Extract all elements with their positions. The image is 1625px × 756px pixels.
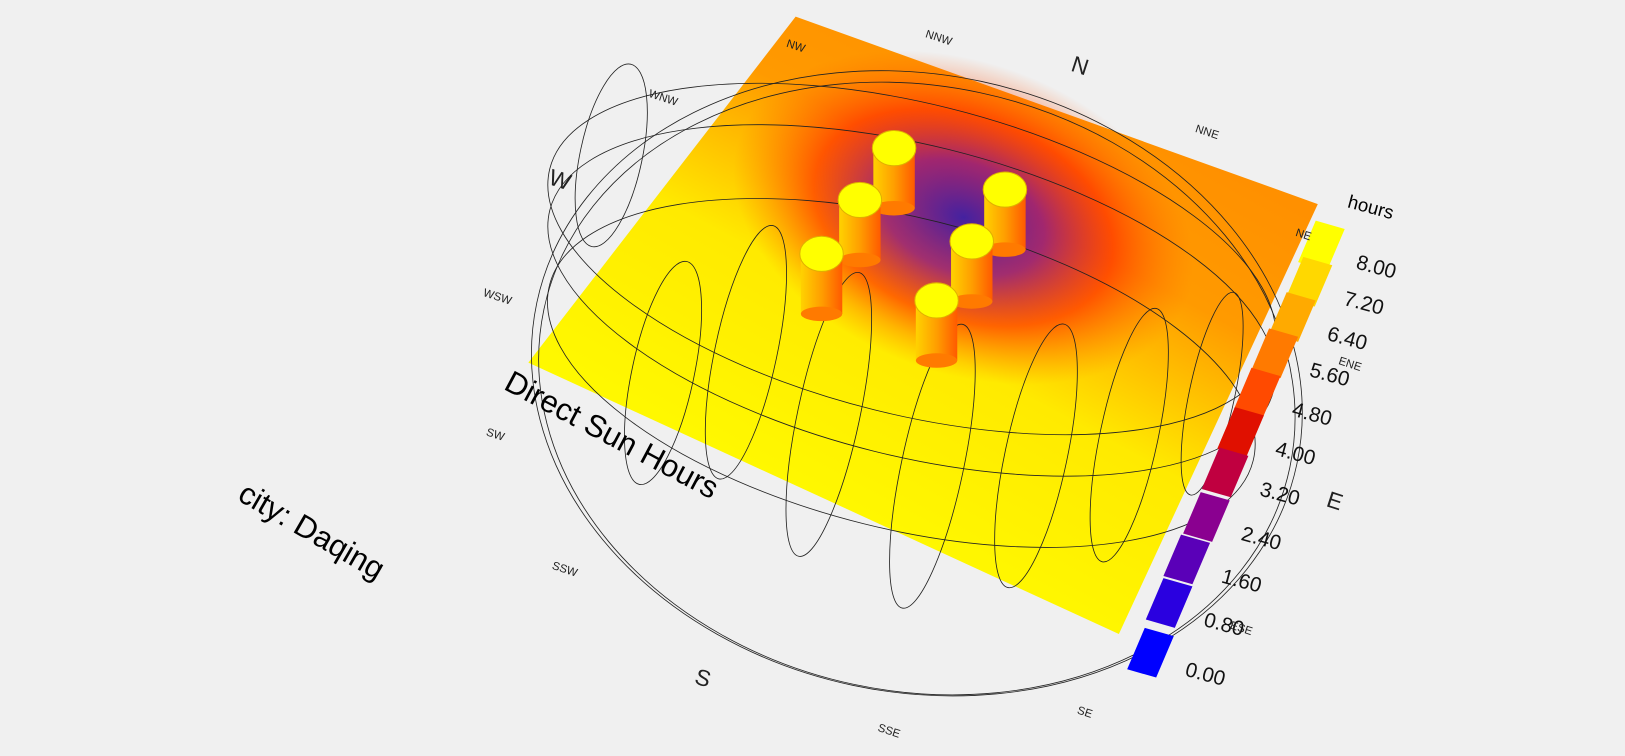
compass-label: NNE — [1194, 123, 1221, 142]
legend-label: 0.00 — [1183, 658, 1228, 691]
building-base — [873, 200, 915, 216]
building-top — [837, 181, 883, 219]
legend-label: 2.40 — [1239, 522, 1284, 555]
building-top — [799, 235, 844, 272]
legend-label: 3.20 — [1257, 478, 1302, 511]
compass-label: WSW — [482, 287, 514, 307]
legend-label: 6.40 — [1325, 322, 1370, 355]
legend: 8.007.206.405.604.804.003.202.401.600.80… — [1127, 220, 1399, 691]
legend-swatch — [1127, 627, 1174, 678]
building-top — [871, 130, 917, 167]
legend-swatch — [1217, 407, 1264, 457]
sun-study: 8.007.206.405.604.804.003.202.401.600.80… — [233, 16, 1399, 741]
building-top — [949, 223, 995, 260]
building-top — [982, 171, 1028, 208]
building-base — [984, 242, 1026, 257]
building-base — [951, 294, 993, 309]
building-top — [914, 282, 959, 319]
location: city: Daqing — [233, 475, 391, 586]
compass-label: S — [692, 663, 714, 692]
building-base — [839, 252, 881, 268]
legend-title: hours — [1346, 191, 1396, 223]
legend-swatch — [1298, 220, 1345, 271]
compass-label: NW — [785, 38, 807, 55]
legend-swatch — [1285, 256, 1333, 307]
compass-label: SSE — [876, 722, 902, 741]
compass-label: N — [1068, 51, 1092, 81]
legend-swatch — [1233, 367, 1281, 418]
shadow-area — [733, 50, 1194, 385]
compass-label: NNW — [924, 28, 954, 48]
legend-label: 4.00 — [1273, 437, 1318, 470]
legend-swatch — [1183, 492, 1230, 542]
legend-swatch — [1163, 534, 1211, 585]
compass-label: NE — [1294, 227, 1313, 243]
legend-swatch — [1145, 578, 1193, 628]
legend-label: 4.80 — [1290, 398, 1335, 431]
building-base — [915, 353, 958, 368]
sun-path — [531, 63, 1303, 697]
compass-label: SE — [1076, 705, 1095, 721]
legend-label: 8.00 — [1354, 251, 1399, 284]
compass-label: SW — [485, 427, 506, 444]
legend-swatch — [1251, 328, 1299, 379]
compass-label: WNW — [647, 88, 679, 109]
legend-swatch — [1269, 292, 1316, 342]
buildings — [799, 130, 1028, 368]
compass-label: SSW — [550, 560, 579, 580]
legend-label: 7.20 — [1341, 287, 1386, 320]
building-base — [800, 306, 843, 322]
legend-swatch — [1201, 447, 1249, 498]
compass-label: E — [1324, 486, 1346, 515]
